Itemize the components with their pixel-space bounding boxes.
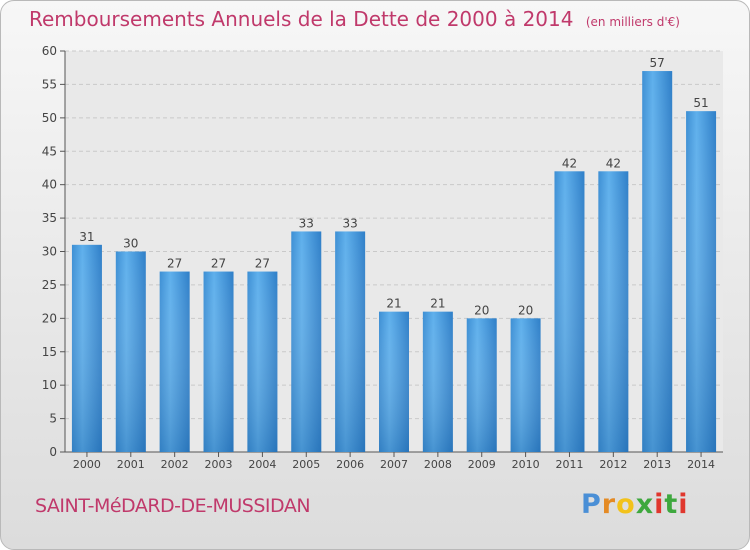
bar-shade (203, 271, 234, 452)
y-tick-label: 50 (42, 111, 57, 125)
x-tick-label: 2001 (117, 458, 145, 471)
bar-value-label: 20 (474, 303, 489, 317)
bar-shade (466, 318, 497, 452)
chart-title-text: Remboursements Annuels de la Dette de 20… (29, 7, 574, 31)
x-tick-label: 2006 (336, 458, 364, 471)
bar-shade (379, 311, 409, 452)
bar-shade (291, 231, 322, 452)
bar-shade (335, 231, 366, 452)
bar-shade (422, 311, 453, 452)
bar-value-label: 42 (606, 156, 621, 170)
x-tick-label: 2010 (512, 458, 540, 471)
bar-shade (115, 251, 146, 452)
bar-shade (554, 171, 585, 453)
bar-value-label: 31 (79, 230, 94, 244)
chart-title: Remboursements Annuels de la Dette de 20… (29, 7, 680, 31)
bar-shade (642, 71, 673, 453)
city-name: SAINT-MéDARD-DE-MUSSIDAN (35, 495, 311, 517)
x-tick-label: 2003 (205, 458, 233, 471)
bar-shade (159, 271, 190, 452)
y-tick-label: 55 (42, 77, 57, 91)
bar-value-label: 30 (123, 237, 138, 251)
bar-value-label: 27 (211, 257, 226, 271)
y-tick-label: 15 (42, 345, 57, 359)
bar-value-label: 33 (342, 216, 357, 230)
x-tick-label: 2004 (248, 458, 276, 471)
bar-shade (686, 111, 717, 453)
x-tick-label: 2002 (161, 458, 189, 471)
y-tick-label: 5 (49, 412, 57, 426)
y-tick-label: 10 (42, 378, 57, 392)
y-tick-label: 25 (42, 278, 57, 292)
x-tick-label: 2007 (380, 458, 408, 471)
bar-value-label: 27 (255, 257, 270, 271)
y-tick-label: 60 (42, 44, 57, 58)
bar-shade (71, 244, 102, 452)
y-tick-label: 45 (42, 144, 57, 158)
bar-value-label: 33 (299, 216, 314, 230)
x-tick-label: 2014 (687, 458, 715, 471)
y-tick-label: 35 (42, 211, 57, 225)
bar-shade (247, 271, 278, 452)
x-tick-label: 2005 (292, 458, 320, 471)
x-tick-label: 2008 (424, 458, 452, 471)
x-tick-label: 2013 (643, 458, 671, 471)
x-tick-label: 2011 (555, 458, 583, 471)
bar-value-label: 20 (518, 303, 533, 317)
x-tick-label: 2009 (468, 458, 496, 471)
bar-value-label: 21 (386, 297, 401, 311)
y-tick-label: 40 (42, 178, 57, 192)
bar-value-label: 57 (650, 56, 665, 70)
proxiti-logo: Proxiti (581, 489, 689, 520)
bar-shade (598, 171, 629, 453)
bar-value-label: 21 (430, 297, 445, 311)
bar-value-label: 42 (562, 156, 577, 170)
y-tick-label: 0 (49, 445, 57, 459)
y-tick-label: 30 (42, 245, 57, 259)
x-tick-label: 2012 (599, 458, 627, 471)
bar-value-label: 51 (693, 96, 708, 110)
x-tick-label: 2000 (73, 458, 101, 471)
bar-shade (510, 318, 541, 452)
y-tick-label: 20 (42, 311, 57, 325)
chart-subtitle: (en milliers d'€) (585, 15, 680, 29)
bar-value-label: 27 (167, 257, 182, 271)
